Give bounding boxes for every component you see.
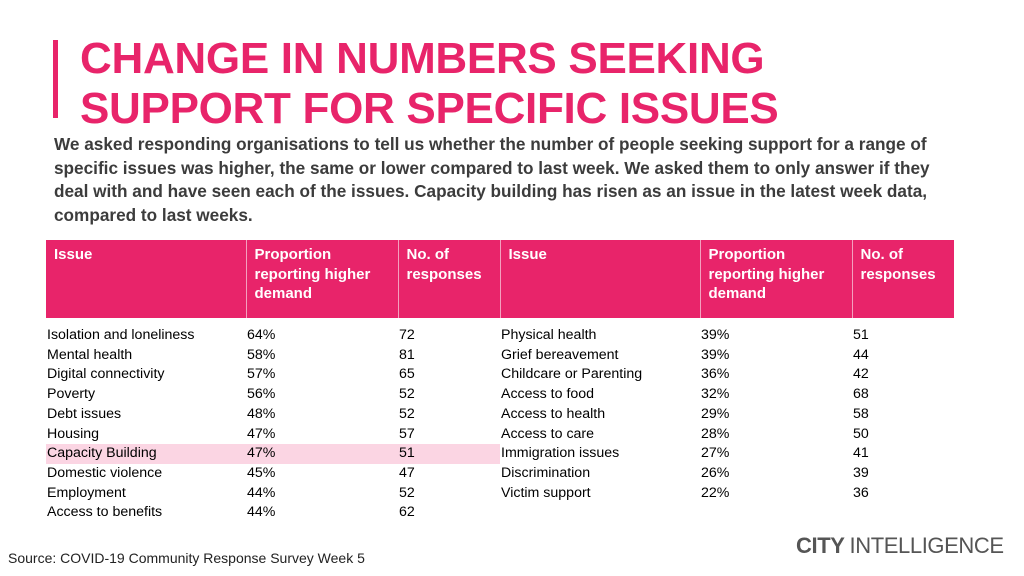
table-cell: 52	[399, 405, 415, 422]
header-responses-left: No. of responses	[398, 240, 501, 318]
table-body: Isolation and loneliness 64% 72 Physical he…	[46, 318, 954, 523]
header-proportion-right: Proportion reporting higher demand	[700, 240, 853, 318]
table-cell: 22%	[701, 484, 730, 501]
table-cell: Access to health	[501, 405, 606, 422]
table-cell: 81	[399, 346, 415, 363]
table-cell: 47%	[247, 425, 276, 442]
table-row: Access to benefits 44% 62	[46, 503, 954, 523]
table-cell: Discrimination	[501, 464, 591, 481]
table-cell: 39	[853, 464, 869, 481]
city-intelligence-logo: CITY INTELLIGENCE	[796, 533, 1004, 559]
table-cell: 52	[399, 484, 415, 501]
table-cell: 57%	[247, 366, 276, 383]
table-cell: 65	[399, 366, 415, 383]
table-spacer	[46, 318, 954, 326]
header-proportion-left: Proportion reporting higher demand	[246, 240, 399, 318]
table-row: Housing 47% 57 Access to care 28% 50	[46, 425, 954, 445]
issues-table: Issue Proportion reporting higher demand…	[46, 240, 954, 523]
table-cell: 39%	[701, 346, 730, 363]
logo-word-intelligence: INTELLIGENCE	[849, 533, 1005, 558]
table-header-row: Issue Proportion reporting higher demand…	[46, 240, 954, 318]
table-cell: Mental health	[47, 346, 133, 363]
table-cell: 51	[853, 327, 869, 343]
table-cell: 39%	[701, 327, 730, 343]
table-cell: Grief bereavement	[501, 346, 619, 363]
table-cell: Access to food	[501, 386, 595, 403]
table-cell: Capacity Building	[46, 444, 246, 464]
table-cell: 44	[853, 346, 869, 363]
issues-table-container: Issue Proportion reporting higher demand…	[46, 240, 954, 523]
table-cell: Digital connectivity	[47, 366, 165, 383]
table-cell	[500, 503, 700, 523]
table-cell: Isolation and loneliness	[47, 327, 195, 343]
table-cell: 26%	[701, 464, 730, 481]
table-cell: Immigration issues	[501, 445, 620, 462]
table-row: Capacity Building 47% 51 Immigration issues…	[46, 444, 954, 464]
table-cell: 51	[398, 444, 500, 464]
table-row: Isolation and loneliness 64% 72 Physical he…	[46, 326, 954, 346]
table-cell	[852, 503, 954, 523]
table-cell: 44%	[247, 484, 276, 501]
table-row: Domestic violence 45% 47 Discrimination 26% 3…	[46, 464, 954, 484]
header-issue-right: Issue	[500, 240, 701, 318]
table-cell: 28%	[701, 425, 730, 442]
table-cell	[700, 503, 852, 523]
table-cell: 45%	[247, 464, 276, 481]
table-cell: Domestic violence	[47, 464, 163, 481]
table-cell: 68	[853, 386, 869, 403]
source-note: Source: COVID-19 Community Response Surv…	[8, 550, 365, 566]
table-cell: 47	[399, 464, 415, 481]
table-cell: Employment	[47, 484, 126, 501]
table-cell: Victim support	[501, 484, 591, 501]
table-cell: Access to benefits	[47, 504, 163, 521]
table-cell: 42	[853, 366, 869, 383]
table-cell: Childcare or Parenting	[501, 366, 643, 383]
table-row: Digital connectivity 57% 65 Childcare or Pa…	[46, 365, 954, 385]
table-cell: 56%	[247, 386, 276, 403]
intro-paragraph: We asked responding organisations to tel…	[54, 134, 930, 225]
table-row: Mental health 58% 81 Grief bereavement 39% 44	[46, 346, 954, 366]
table-cell: 27%	[701, 445, 730, 462]
table-row: Poverty 56% 52 Access to food 32% 68	[46, 385, 954, 405]
table-cell: 64%	[247, 327, 276, 343]
table-cell: 58	[853, 405, 869, 422]
table-cell: 36	[853, 484, 869, 501]
table-cell: 47%	[246, 444, 398, 464]
table-cell: 62	[399, 504, 415, 521]
table-cell: Debt issues	[47, 405, 122, 422]
table-cell: 41	[853, 445, 869, 462]
table-cell: 52	[399, 386, 415, 403]
table-cell: 72	[399, 327, 415, 343]
table-row: Employment 44% 52 Victim support 22% 36	[46, 484, 954, 504]
logo-word-city: CITY	[796, 533, 845, 558]
table-cell: 44%	[247, 504, 276, 521]
table-cell: Poverty	[47, 386, 96, 403]
table-cell: 58%	[247, 346, 276, 363]
title-accent-bar	[53, 40, 58, 118]
table-cell: 57	[399, 425, 415, 442]
table-cell: 48%	[247, 405, 276, 422]
table-cell: Access to care	[501, 425, 595, 442]
table-cell: Housing	[47, 425, 100, 442]
page-title: CHANGE IN NUMBERS SEEKING SUPPORT FOR SP…	[80, 34, 779, 133]
table-cell: 32%	[701, 386, 730, 403]
header-issue-left: Issue	[46, 240, 247, 318]
table-cell: Physical health	[501, 327, 597, 343]
table-cell: 50	[853, 425, 869, 442]
header-responses-right: No. of responses	[852, 240, 954, 318]
table-cell: 36%	[701, 366, 730, 383]
table-cell: 29%	[701, 405, 730, 422]
table-row: Debt issues 48% 52 Access to health 29% 58	[46, 405, 954, 425]
